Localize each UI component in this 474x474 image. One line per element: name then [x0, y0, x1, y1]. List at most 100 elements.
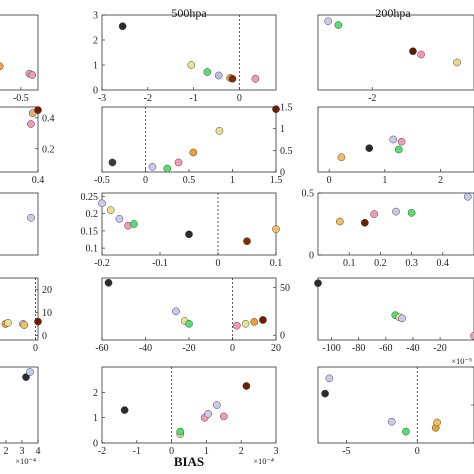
point-group: [22, 368, 34, 381]
data-point: [397, 137, 406, 146]
data-point: [251, 74, 260, 83]
data-point: [34, 317, 42, 326]
y-tick-label: 20: [42, 285, 52, 296]
data-point: [241, 319, 250, 328]
column-title-200hpa: 200hpa: [375, 6, 411, 20]
x-tick-label: 0.1: [343, 258, 356, 269]
data-point: [407, 208, 416, 217]
data-point: [402, 427, 410, 436]
point-group: [118, 22, 260, 83]
data-point: [360, 218, 369, 227]
data-point: [187, 61, 196, 69]
y-tick-label: 1: [93, 61, 98, 72]
axes-frame: [0, 366, 39, 444]
y-tick-label: 0: [309, 251, 314, 262]
axes-frame: [0, 14, 39, 91]
x-tick-label: 2: [438, 175, 443, 186]
scatter-panel: -0.2 -0.1 0 0.1 0.1 0.15 0.2 0.25: [81, 192, 283, 269]
x-tick-label: 2: [239, 446, 244, 457]
y-tick-label: 2: [93, 388, 98, 399]
data-point: [34, 106, 42, 114]
data-point: [243, 237, 251, 246]
data-point: [20, 321, 29, 329]
x-tick-label: 0: [169, 446, 174, 457]
data-point: [174, 158, 183, 167]
data-point: [228, 74, 237, 83]
scatter-panel: 0 1 2: [317, 106, 474, 186]
y-tick-label: 0.25: [81, 192, 99, 203]
scatter-panel: [0, 192, 39, 256]
data-point: [392, 207, 400, 216]
axes-frame: [101, 192, 277, 256]
data-point: [98, 199, 106, 208]
y-tick-label: 0.15: [81, 226, 99, 237]
x-tick-label: -2: [98, 446, 106, 457]
y-tick-label: 2: [93, 36, 98, 47]
data-point: [185, 230, 193, 239]
x-tick-label: 0: [237, 93, 242, 104]
y-tick-label: 1: [93, 413, 98, 424]
x-tick-label: 0.4: [32, 175, 45, 186]
scatter-panel: -0.5: [0, 14, 39, 104]
data-point: [242, 382, 251, 390]
x-tick-label: 0: [327, 175, 332, 186]
data-point: [212, 401, 221, 409]
x-tick-label: 0: [230, 343, 235, 354]
scatter-panel: 0.4 0.2 0.4: [0, 106, 55, 186]
x-tick-label: -60: [95, 343, 108, 354]
data-point: [321, 389, 329, 398]
point-group: [0, 62, 37, 79]
x-tick-label: 0.1: [270, 258, 283, 269]
data-point: [259, 316, 267, 324]
x-tick-label: 0.4: [437, 258, 450, 269]
point-group: [120, 382, 251, 438]
x-tick-label: -0.1: [152, 258, 168, 269]
y-tick-label: 0.5: [280, 146, 293, 157]
x-tick-label: -40: [139, 343, 152, 354]
y-tick-label: 0.5: [302, 189, 315, 200]
data-point: [148, 162, 157, 171]
x-tick-label: -1: [189, 93, 197, 104]
y-tick-label: 0.2: [42, 144, 55, 155]
x-tick-label: 3: [274, 446, 279, 457]
data-point: [365, 144, 374, 153]
axes-frame: [317, 366, 474, 444]
data-point: [409, 47, 417, 56]
data-point: [233, 321, 241, 330]
x-tick-label: -40: [406, 343, 419, 354]
x-tick-label: -0.5: [13, 93, 29, 104]
x-tick-label: 0: [216, 258, 221, 269]
x-tick-label: -100: [322, 343, 340, 354]
data-point: [115, 214, 124, 223]
x-tick-label: 2: [4, 446, 9, 457]
data-point: [4, 318, 12, 327]
y-tick-label: 0: [280, 168, 285, 179]
scatter-panel: -5000.51×10⁻⁵: [317, 356, 474, 457]
y-tick-label: 0.1: [86, 244, 99, 255]
data-point: [219, 412, 228, 421]
point-group: [1, 317, 42, 329]
x-tick-label: -80: [352, 343, 365, 354]
x-tick-label: -20: [182, 343, 195, 354]
x-tick-label: 0: [33, 343, 38, 354]
x-axis-multiplier: ×10⁻⁴: [15, 456, 36, 466]
data-point: [120, 406, 129, 414]
scatter-panel: -100 -80 -60 -40 -20: [314, 277, 474, 354]
y-tick-label: 0.2: [86, 209, 99, 220]
x-tick-label: 1.5: [270, 175, 283, 186]
scatter-panel: -2: [317, 14, 474, 104]
scatter-panel: 00 10 20: [0, 277, 52, 354]
y-tick-label: 0: [93, 439, 98, 450]
scatter-panel: -3 -2 -1 0 0 1 2 3: [93, 11, 277, 104]
data-point: [314, 279, 322, 288]
x-tick-label: 0.3: [405, 258, 418, 269]
axes-frame: [101, 366, 277, 444]
axes-frame: [0, 277, 39, 341]
y-tick-label: 10: [42, 308, 52, 319]
x-tick-label: -5: [342, 446, 350, 457]
point-group: [314, 279, 474, 340]
x-tick-label: -0.2: [94, 258, 110, 269]
x-tick-label: -2: [144, 93, 152, 104]
